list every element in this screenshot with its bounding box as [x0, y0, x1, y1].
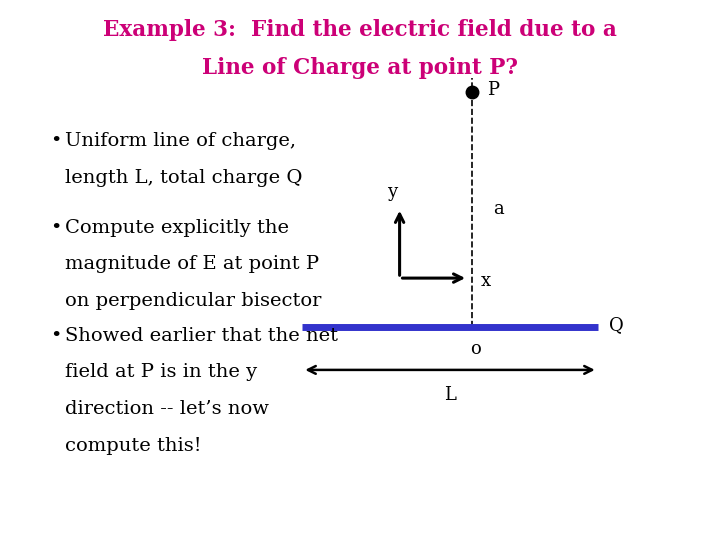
Text: y: y: [387, 184, 397, 201]
Text: a: a: [493, 200, 504, 218]
Text: Showed earlier that the net: Showed earlier that the net: [65, 327, 338, 345]
Text: length L, total charge Q: length L, total charge Q: [65, 169, 302, 187]
Text: Line of Charge at point P?: Line of Charge at point P?: [202, 57, 518, 79]
Text: •: •: [50, 327, 62, 345]
Text: Uniform line of charge,: Uniform line of charge,: [65, 132, 296, 150]
Text: Compute explicitly the: Compute explicitly the: [65, 219, 289, 237]
Text: direction -- let’s now: direction -- let’s now: [65, 400, 269, 418]
Text: Q: Q: [609, 316, 624, 335]
Text: on perpendicular bisector: on perpendicular bisector: [65, 292, 321, 310]
Text: magnitude of E at point P: magnitude of E at point P: [65, 255, 319, 273]
Text: P: P: [487, 81, 500, 99]
Text: o: o: [470, 340, 480, 358]
Text: compute this!: compute this!: [65, 437, 202, 455]
Text: •: •: [50, 132, 62, 150]
Text: Example 3:  Find the electric field due to a: Example 3: Find the electric field due t…: [103, 19, 617, 41]
Text: x: x: [481, 272, 491, 290]
Text: field at P is in the y: field at P is in the y: [65, 363, 257, 381]
Text: L: L: [444, 386, 456, 404]
Text: •: •: [50, 219, 62, 237]
